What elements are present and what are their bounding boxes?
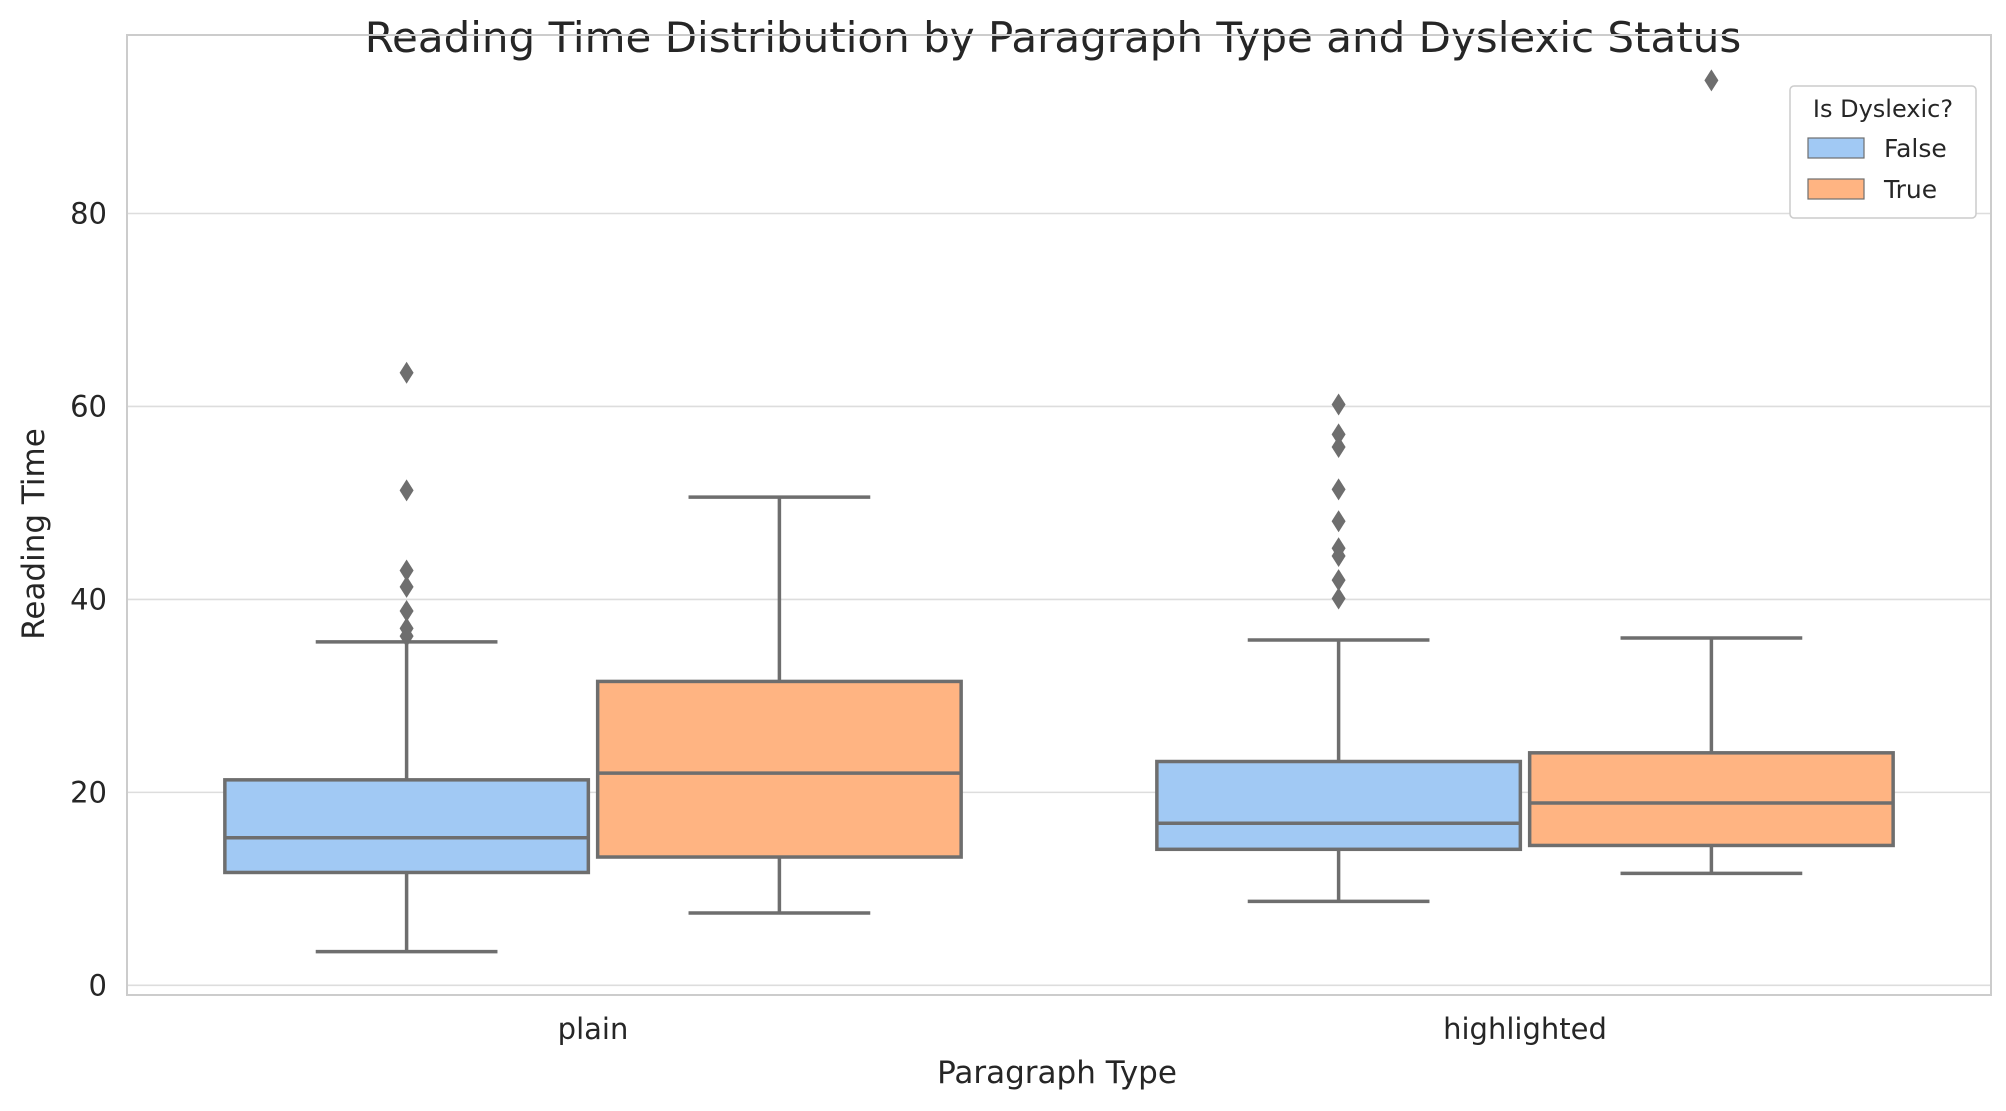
x-tick-label-highlighted: highlighted <box>1443 1012 1607 1046</box>
outlier-false-highlighted-7 <box>1331 423 1346 446</box>
legend-title: Is Dyslexic? <box>1813 95 1953 123</box>
x-axis-ticks: plain highlighted <box>558 1012 1607 1046</box>
legend-label-true: True <box>1883 175 1937 204</box>
plot-area-frame <box>126 34 1992 996</box>
outlier-false-highlighted-3 <box>1331 537 1346 560</box>
box-plots <box>223 69 1895 954</box>
y-tick-label-80: 80 <box>70 196 107 230</box>
legend-swatch-true <box>1807 178 1865 200</box>
y-tick-label-60: 60 <box>70 389 107 423</box>
y-tick-label-0: 0 <box>89 968 107 1002</box>
box-false-plain <box>223 778 591 875</box>
box-true-plain <box>595 679 963 859</box>
y-axis-label: Reading Time <box>16 428 52 640</box>
legend-label-false: False <box>1884 134 1947 163</box>
outlier-false-plain-5 <box>399 479 414 502</box>
outlier-false-highlighted-1 <box>1331 569 1346 592</box>
outlier-false-plain-3 <box>399 575 414 598</box>
outlier-false-highlighted-5 <box>1331 478 1346 501</box>
outlier-false-plain-2 <box>399 600 414 622</box>
outlier-false-highlighted-4 <box>1331 510 1346 533</box>
chart-title: Reading Time Distribution by Paragraph T… <box>365 13 1742 62</box>
x-axis-label: Paragraph Type <box>937 1055 1177 1091</box>
legend-swatch-false <box>1807 137 1865 159</box>
outlier-false-plain-6 <box>399 361 414 384</box>
outlier-false-plain-1 <box>399 617 414 640</box>
y-tick-label-20: 20 <box>70 775 107 809</box>
x-tick-label-plain: plain <box>558 1012 629 1046</box>
legend: Is Dyslexic? False True <box>1789 85 1977 219</box>
y-axis-ticks: 0 20 40 60 80 <box>70 196 107 1002</box>
outlier-false-highlighted-6 <box>1331 435 1346 458</box>
y-tick-label-40: 40 <box>70 582 107 616</box>
box-false-highlighted <box>1155 759 1523 852</box>
outlier-false-highlighted-8 <box>1331 393 1346 416</box>
outlier-false-plain-4 <box>399 559 414 582</box>
outlier-true-highlighted-0 <box>1704 69 1719 92</box>
box-true-highlighted <box>1527 751 1895 848</box>
outlier-false-highlighted-0 <box>1331 587 1346 610</box>
